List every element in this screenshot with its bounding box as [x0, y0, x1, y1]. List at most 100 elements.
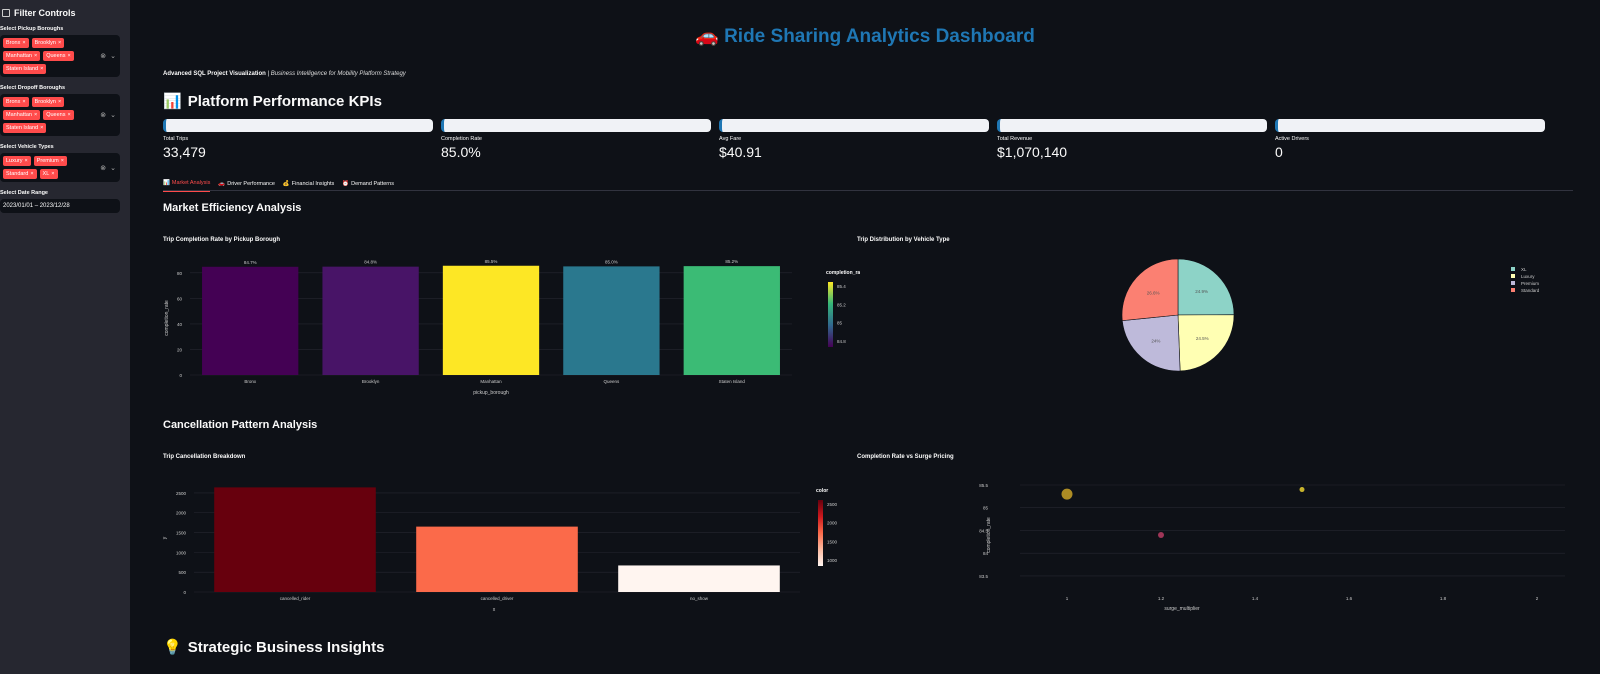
remove-tag-icon[interactable]: ×	[51, 171, 54, 177]
x-tick-label: Staten Island	[719, 379, 746, 384]
cancel-section-title: Cancellation Pattern Analysis	[163, 419, 317, 431]
vehicle-multiselect[interactable]: Luxury × Premium × Standard × XL × ⊗ ⌄	[0, 153, 120, 182]
sidebar-title: Filter Controls	[0, 8, 130, 18]
filter-tag[interactable]: Brooklyn ×	[32, 97, 65, 107]
insights-heading-text: Strategic Business Insights	[188, 639, 385, 656]
kpi-heading: 📊 Platform Performance KPIs	[163, 92, 382, 110]
filter-tag[interactable]: Queens ×	[43, 51, 73, 61]
tab-icon: 🚗	[218, 181, 225, 187]
y-axis-label: completion_rate	[164, 300, 170, 336]
filter-tag-label: Luxury	[6, 158, 23, 164]
remove-tag-icon[interactable]: ×	[58, 99, 61, 105]
legend-label: Standard	[1521, 288, 1540, 293]
kpi-bar	[997, 119, 1267, 132]
remove-tag-icon[interactable]: ×	[58, 40, 61, 46]
colorbar-tick: 1500	[827, 539, 838, 544]
remove-tag-icon[interactable]: ×	[40, 66, 43, 72]
page-title: 🚗 Ride Sharing Analytics Dashboard	[130, 24, 1600, 48]
filter-tag[interactable]: Queens ×	[43, 110, 73, 120]
slice-label: 26.6%	[1147, 290, 1160, 295]
colorbar-title: color	[816, 488, 828, 494]
bar	[443, 266, 539, 375]
surge-scatter-chart: 85.58584.58483.51 1.2 1.4 1.6 1.8 2surge_mult…	[845, 475, 1565, 615]
kpi-bar	[719, 119, 989, 132]
colorbar-tick: 84.8	[837, 339, 846, 344]
kpi-label: Avg Fare	[719, 136, 989, 142]
filter-tag[interactable]: XL ×	[40, 169, 58, 179]
x-axis-label: x	[493, 607, 496, 613]
chevron-down-icon[interactable]: ⌄	[110, 164, 116, 172]
filter-tag[interactable]: Staten Island ×	[3, 64, 46, 74]
x-tick-label: Bronx	[244, 379, 257, 384]
filter-tag[interactable]: Bronx ×	[3, 97, 29, 107]
y-tick-label: 0	[179, 373, 182, 378]
filter-tag[interactable]: Manhattan ×	[3, 51, 40, 61]
colorbar-tick: 1000	[827, 558, 838, 563]
kpi-value: 33,479	[163, 144, 433, 160]
subtitle-italic: Business Intelligence for Mobility Platf…	[271, 71, 406, 77]
dropoff-multiselect[interactable]: Bronx × Brooklyn × Manhattan × Queens × Staten I…	[0, 94, 120, 136]
y-tick-label: 2500	[176, 491, 187, 496]
dropoff-label: Select Dropoff Boroughs	[0, 85, 130, 91]
legend-swatch	[1511, 288, 1515, 292]
filter-tag-label: Brooklyn	[35, 99, 56, 105]
chevron-down-icon[interactable]: ⌄	[110, 52, 116, 60]
remove-tag-icon[interactable]: ×	[61, 158, 64, 164]
filter-tag[interactable]: Brooklyn ×	[32, 38, 65, 48]
x-tick-label: Brooklyn	[362, 379, 380, 384]
tab-divider	[163, 190, 1573, 191]
remove-tag-icon[interactable]: ×	[22, 40, 25, 46]
date-label: Select Date Range	[0, 190, 130, 196]
vehicle-pie-chart: 24.9%24.5%24%26.6%XLLuxuryPremiumStandar…	[1090, 250, 1560, 400]
pie-slice	[1178, 315, 1234, 371]
remove-tag-icon[interactable]: ×	[67, 112, 70, 118]
filter-tag[interactable]: Standard ×	[3, 169, 37, 179]
y-tick-label: 40	[177, 322, 183, 327]
clear-all-icon[interactable]: ⊗	[100, 164, 106, 172]
x-tick-label: 1.8	[1440, 596, 1447, 601]
multiselect-controls: ⊗ ⌄	[100, 111, 116, 119]
colorbar-gradient	[818, 500, 823, 566]
legend-label: XL	[1521, 267, 1527, 272]
kpi-bar	[441, 119, 711, 132]
filter-tag[interactable]: Premium ×	[34, 156, 67, 166]
remove-tag-icon[interactable]: ×	[30, 171, 33, 177]
filter-tag[interactable]: Bronx ×	[3, 38, 29, 48]
data-label: 85.0%	[605, 259, 618, 264]
remove-tag-icon[interactable]: ×	[25, 158, 28, 164]
remove-tag-icon[interactable]: ×	[67, 53, 70, 59]
bar	[322, 267, 418, 375]
date-range-input[interactable]: 2023/01/01 – 2023/12/28	[0, 199, 120, 213]
page-subtitle: Advanced SQL Project Visualization | Bus…	[163, 71, 406, 77]
pie-slice	[1178, 259, 1234, 315]
filter-tag-label: Standard	[6, 171, 28, 177]
remove-tag-icon[interactable]: ×	[34, 112, 37, 118]
x-tick-label: 1.6	[1346, 596, 1353, 601]
remove-tag-icon[interactable]: ×	[22, 99, 25, 105]
pickup-multiselect[interactable]: Bronx × Brooklyn × Manhattan × Queens × Staten I…	[0, 35, 120, 77]
multiselect-controls: ⊗ ⌄	[100, 164, 116, 172]
kpi-value: 85.0%	[441, 144, 711, 160]
kpi-bar	[163, 119, 433, 132]
tab-label: Financial Insights	[292, 181, 335, 187]
multiselect-controls: ⊗ ⌄	[100, 52, 116, 60]
scatter-point	[1158, 532, 1164, 538]
filter-tag[interactable]: Staten Island ×	[3, 123, 46, 133]
clear-all-icon[interactable]: ⊗	[100, 111, 106, 119]
legend-label: Luxury	[1521, 274, 1535, 279]
colorbar-tick: 85.4	[837, 284, 846, 289]
clear-all-icon[interactable]: ⊗	[100, 52, 106, 60]
kpi-card: Total Revenue $1,070,140	[997, 119, 1267, 160]
vehicle-label: Select Vehicle Types	[0, 144, 130, 150]
colorbar-gradient	[828, 282, 833, 347]
chevron-down-icon[interactable]: ⌄	[110, 111, 116, 119]
x-tick-label: 2	[1536, 596, 1539, 601]
kpi-card: Active Drivers 0	[1275, 119, 1545, 160]
remove-tag-icon[interactable]: ×	[40, 125, 43, 131]
filter-tag-label: Staten Island	[6, 66, 38, 72]
filter-tag[interactable]: Luxury ×	[3, 156, 31, 166]
chart-title-cancellation: Trip Cancellation Breakdown	[163, 454, 245, 460]
tab-icon: ⏰	[342, 181, 349, 187]
remove-tag-icon[interactable]: ×	[34, 53, 37, 59]
filter-tag[interactable]: Manhattan ×	[3, 110, 40, 120]
